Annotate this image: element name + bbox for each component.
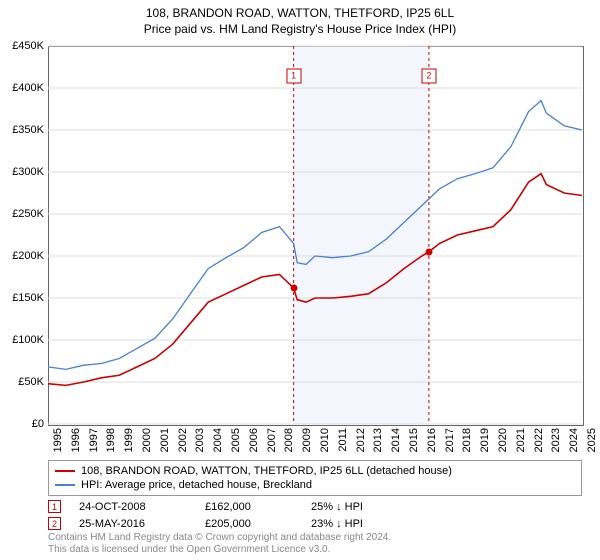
x-tick-label: 2017 <box>444 428 456 452</box>
x-tick-label: 2021 <box>515 428 527 452</box>
x-tick-label: 2002 <box>177 428 189 452</box>
x-tick-label: 2019 <box>479 428 491 452</box>
legend-swatch <box>55 484 75 486</box>
x-tick-label: 1995 <box>52 428 64 452</box>
x-tick-label: 2018 <box>461 428 473 452</box>
x-tick-label: 2008 <box>283 428 295 452</box>
y-tick-label: £0 <box>0 418 44 430</box>
footer: Contains HM Land Registry data © Crown c… <box>48 532 391 556</box>
sale-dot <box>425 248 432 255</box>
x-tick-label: 2014 <box>390 428 402 452</box>
y-tick-label: £200K <box>0 250 44 262</box>
x-tick-label: 1998 <box>105 428 117 452</box>
x-tick-label: 2009 <box>301 428 313 452</box>
y-tick-label: £100K <box>0 334 44 346</box>
legend: 108, BRANDON ROAD, WATTON, THETFORD, IP2… <box>48 460 582 496</box>
legend-swatch <box>55 470 75 472</box>
y-tick-label: £150K <box>0 292 44 304</box>
footer-line-2: This data is licensed under the Open Gov… <box>48 544 391 556</box>
y-tick-label: £450K <box>0 40 44 52</box>
sale-row-marker: 2 <box>48 517 61 530</box>
sale-marker-1: 1 <box>286 69 301 84</box>
y-tick-label: £350K <box>0 124 44 136</box>
x-tick-label: 2024 <box>568 428 580 452</box>
x-tick-label: 1997 <box>88 428 100 452</box>
title-block: 108, BRANDON ROAD, WATTON, THETFORD, IP2… <box>0 0 600 36</box>
sale-row: 2 25-MAY-2016 £205,000 23% ↓ HPI <box>48 515 411 532</box>
sale-price: £205,000 <box>205 518 305 530</box>
x-tick-label: 2012 <box>355 428 367 452</box>
legend-label: HPI: Average price, detached house, Brec… <box>81 479 312 491</box>
chart-area: £0£50K£100K£150K£200K£250K£300K£350K£400… <box>48 46 584 426</box>
x-tick-label: 2025 <box>586 428 598 452</box>
y-tick-label: £50K <box>0 376 44 388</box>
x-tick-label: 2015 <box>408 428 420 452</box>
sale-dot <box>290 284 297 291</box>
sale-price: £162,000 <box>205 501 305 513</box>
footer-line-1: Contains HM Land Registry data © Crown c… <box>48 532 391 544</box>
x-tick-label: 2011 <box>337 428 349 452</box>
sale-delta: 23% ↓ HPI <box>311 518 411 530</box>
x-tick-label: 2023 <box>550 428 562 452</box>
chart-svg <box>48 46 582 424</box>
y-tick-label: £400K <box>0 82 44 94</box>
legend-label: 108, BRANDON ROAD, WATTON, THETFORD, IP2… <box>81 465 452 477</box>
x-tick-label: 2005 <box>230 428 242 452</box>
x-tick-label: 2001 <box>159 428 171 452</box>
x-tick-label: 2004 <box>212 428 224 452</box>
x-tick-label: 2006 <box>248 428 260 452</box>
title-main: 108, BRANDON ROAD, WATTON, THETFORD, IP2… <box>0 6 600 20</box>
x-tick-label: 2013 <box>372 428 384 452</box>
y-tick-label: £300K <box>0 166 44 178</box>
shaded-band <box>294 46 429 424</box>
sale-row: 1 24-OCT-2008 £162,000 25% ↓ HPI <box>48 498 411 515</box>
x-tick-label: 2020 <box>497 428 509 452</box>
sale-date: 24-OCT-2008 <box>79 501 199 513</box>
sale-delta: 25% ↓ HPI <box>311 501 411 513</box>
sale-row-marker: 1 <box>48 500 61 513</box>
sale-marker-2: 2 <box>421 69 436 84</box>
legend-row: HPI: Average price, detached house, Brec… <box>55 478 575 492</box>
sale-date: 25-MAY-2016 <box>79 518 199 530</box>
legend-row: 108, BRANDON ROAD, WATTON, THETFORD, IP2… <box>55 464 575 478</box>
title-sub: Price paid vs. HM Land Registry's House … <box>0 22 600 36</box>
x-tick-label: 1999 <box>123 428 135 452</box>
sales-table: 1 24-OCT-2008 £162,000 25% ↓ HPI 2 25-MAY-201… <box>48 498 411 532</box>
x-tick-label: 2010 <box>319 428 331 452</box>
x-tick-label: 2016 <box>426 428 438 452</box>
y-tick-label: £250K <box>0 208 44 220</box>
x-tick-label: 2000 <box>141 428 153 452</box>
x-tick-label: 1996 <box>70 428 82 452</box>
x-tick-label: 2003 <box>194 428 206 452</box>
x-tick-label: 2022 <box>533 428 545 452</box>
x-tick-label: 2007 <box>266 428 278 452</box>
